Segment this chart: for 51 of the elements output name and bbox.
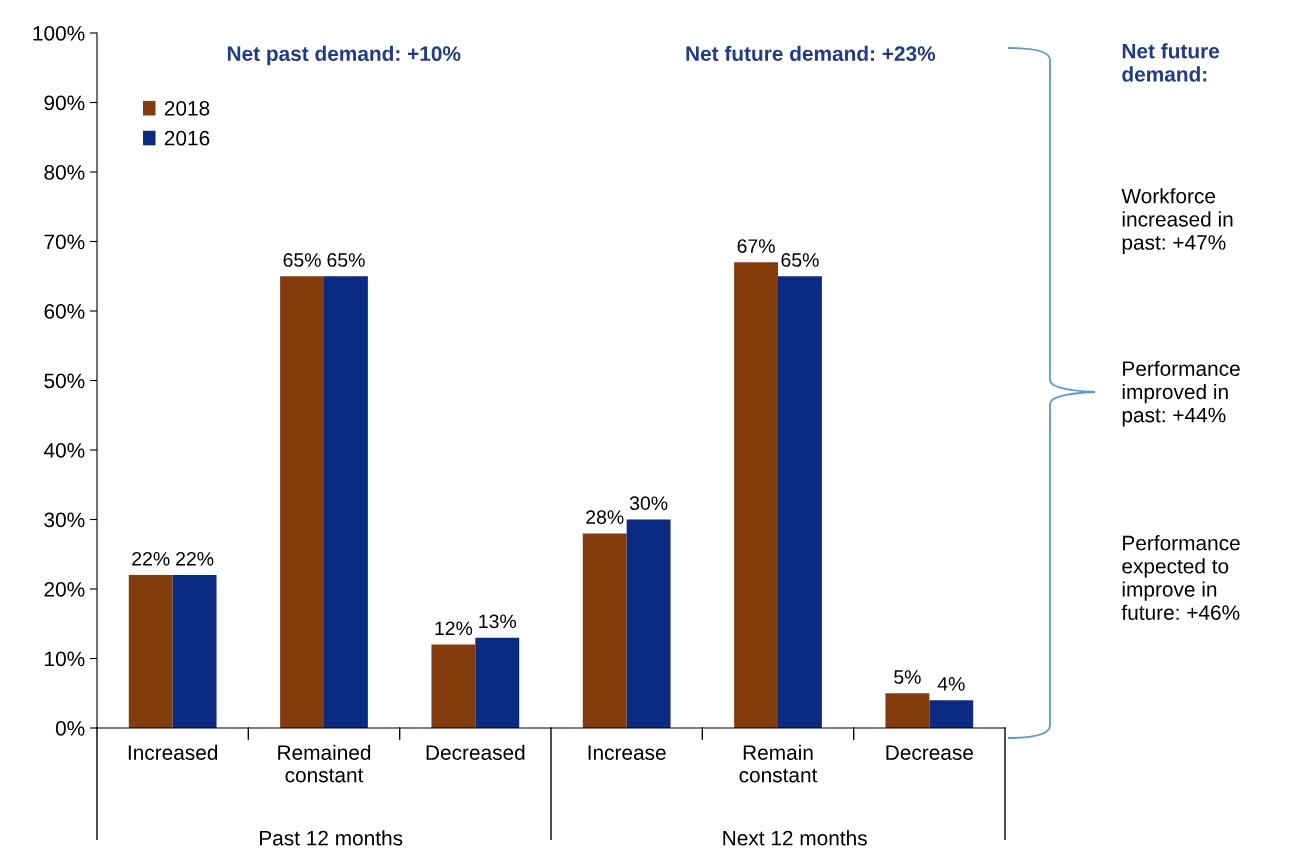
bar	[172, 575, 217, 728]
x-tick-label: Increase	[588, 745, 666, 760]
bar	[778, 276, 822, 728]
y-tick-label: 30%	[44, 512, 85, 528]
x-tick-label: Decrease	[886, 745, 973, 760]
bar	[128, 575, 173, 728]
y-tick-label: 20%	[44, 582, 85, 597]
data-label: 4%	[937, 677, 965, 691]
bar	[280, 276, 324, 728]
bar	[734, 262, 778, 728]
y-tick-label: 70%	[44, 234, 85, 250]
data-label: 22%	[132, 551, 170, 566]
x-tick-label: Remained constant	[278, 744, 371, 783]
y-tick-label: 10%	[45, 651, 85, 667]
y-tick-label: 60%	[44, 304, 85, 319]
y-tick-label: 90%	[44, 95, 85, 111]
legend-label: 2016	[164, 130, 210, 146]
legend-label: 2018	[164, 100, 210, 116]
bar	[885, 693, 930, 728]
y-tick-label: 40%	[43, 443, 85, 458]
text: Net future demand:	[1122, 43, 1220, 82]
bar	[626, 519, 671, 728]
data-label: 65%	[781, 253, 819, 267]
y-tick-label: 0%	[55, 721, 85, 736]
data-label: 12%	[435, 621, 473, 636]
text: Performance improved in past: +44%	[1122, 360, 1240, 427]
annotation: Net future demand: +23%	[686, 45, 936, 62]
data-label: 28%	[586, 510, 624, 524]
data-label: 67%	[737, 239, 775, 253]
data-label: 65%	[327, 253, 365, 267]
x-tick-label: Remain constant	[739, 744, 818, 783]
data-label: 22%	[176, 551, 214, 566]
bar	[431, 644, 476, 728]
data-label: 13%	[479, 614, 517, 629]
text: Workforce increased in past: +47%	[1121, 188, 1233, 254]
y-tick-label: 50%	[44, 373, 85, 389]
text: Performance expected to improve in future: +46%	[1121, 535, 1240, 620]
text: Past 12 months	[260, 830, 403, 846]
annotation: Net past demand: +10%	[227, 45, 461, 66]
data-label: 30%	[629, 496, 668, 511]
text: Next 12 months	[723, 830, 867, 846]
y-tick-label: 80%	[44, 165, 85, 180]
bar	[475, 637, 520, 728]
x-tick-label: Increased	[128, 744, 218, 760]
bar	[324, 276, 368, 728]
x-tick-label: Decreased	[426, 744, 525, 760]
bar	[582, 533, 627, 728]
data-label: 65%	[283, 253, 321, 267]
bar	[929, 700, 974, 728]
data-label: 5%	[894, 670, 921, 684]
y-tick-label: 100%	[33, 26, 85, 41]
